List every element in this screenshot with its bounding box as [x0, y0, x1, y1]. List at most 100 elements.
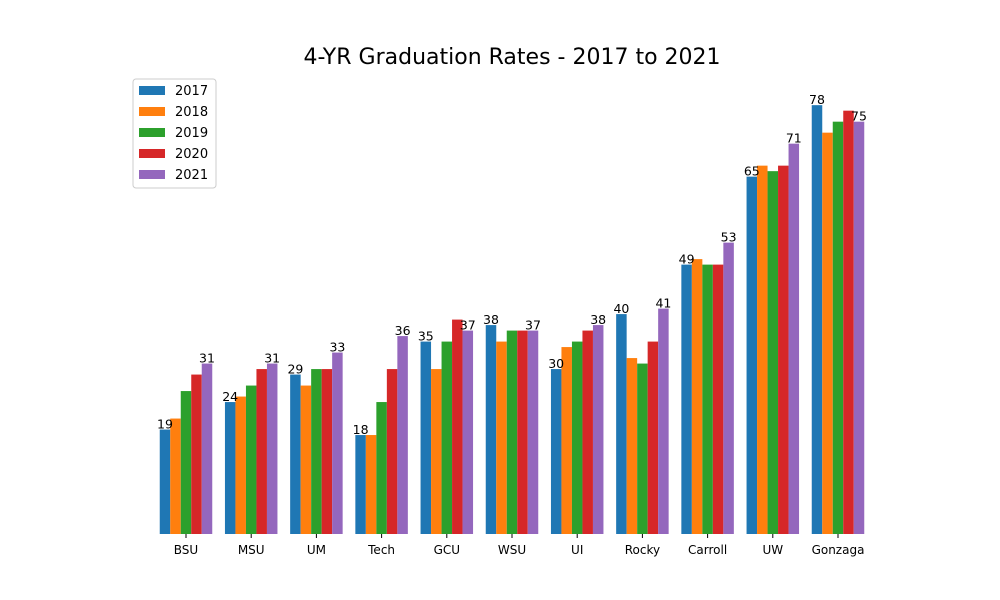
data-label-2021-carroll: 53	[721, 230, 737, 245]
bar-2017-bsu	[159, 429, 171, 534]
x-tick-label-bsu: BSU	[174, 543, 198, 557]
bar-2018-gonzaga	[822, 132, 833, 534]
bar-2021-tech	[397, 336, 408, 534]
bar-2017-wsu	[485, 325, 497, 534]
x-tick-label-wsu: WSU	[498, 543, 526, 557]
bar-2019-msu	[245, 385, 257, 534]
data-label-2017-gonzaga: 78	[809, 92, 825, 107]
data-label-2021-msu: 31	[264, 351, 280, 366]
bar-2020-gcu	[452, 319, 463, 534]
bar-2018-rocky	[626, 358, 638, 534]
bar-2017-uw	[746, 176, 758, 534]
bar-2019-tech	[376, 402, 387, 534]
legend-swatch-2018	[139, 107, 165, 116]
bar-2018-ui	[561, 347, 572, 534]
data-label-2021-um: 33	[329, 340, 345, 355]
legend-label-2018: 2018	[175, 105, 208, 120]
x-tick-label-rocky: Rocky	[625, 543, 660, 557]
legend-label-2020: 2020	[175, 147, 208, 162]
bar-2019-carroll	[702, 264, 713, 534]
data-label-2021-ui: 38	[590, 312, 606, 327]
bar-2018-gcu	[431, 369, 442, 534]
data-label-2017-gcu: 35	[418, 329, 434, 344]
bar-2017-ui	[550, 369, 562, 534]
bar-2018-bsu	[170, 418, 181, 534]
legend-box	[132, 78, 217, 189]
legend-swatch-2017	[139, 86, 165, 95]
legend-swatch-2020	[139, 149, 165, 158]
bar-2017-msu	[224, 402, 236, 534]
legend-swatch-2021	[139, 170, 165, 179]
data-label-2021-tech: 36	[395, 323, 411, 338]
bar-2018-wsu	[496, 341, 507, 534]
bar-2017-gcu	[420, 341, 432, 534]
bar-2020-um	[321, 369, 333, 534]
data-label-2017-rocky: 40	[613, 301, 629, 316]
chart-title: 4-YR Graduation Rates - 2017 to 2021	[303, 45, 720, 70]
data-label-2017-um: 29	[287, 362, 303, 377]
bar-2017-um	[290, 374, 301, 534]
data-label-2017-wsu: 38	[483, 312, 499, 327]
x-tick-label-msu: MSU	[238, 543, 265, 557]
bar-2020-bsu	[191, 374, 202, 534]
bar-2020-ui	[582, 330, 593, 534]
bar-2017-carroll	[681, 264, 692, 534]
bar-2017-gonzaga	[811, 105, 823, 535]
bar-2021-gcu	[462, 330, 474, 534]
data-label-2017-carroll: 49	[679, 252, 695, 267]
x-axis: BSU MSU UM Tech GCU WSU UI Rocky Carroll UW Gonzag…	[174, 534, 865, 557]
data-label-2021-gonzaga: 75	[851, 109, 867, 124]
bar-2021-wsu	[527, 330, 539, 534]
x-tick-label-tech: Tech	[367, 543, 395, 557]
bar-2020-carroll	[712, 264, 724, 534]
bar-2020-gonzaga	[843, 110, 854, 535]
x-tick-label-uw: UW	[762, 543, 783, 557]
bar-2020-msu	[256, 369, 267, 534]
bar-2021-gonzaga	[853, 121, 865, 535]
bar-2019-gcu	[441, 341, 453, 534]
bars-group	[159, 105, 865, 535]
bar-2018-msu	[235, 396, 246, 534]
bar-2021-um	[332, 352, 343, 534]
x-tick-label-carroll: Carroll	[688, 543, 727, 557]
bar-2019-um	[311, 369, 322, 534]
bar-2019-rocky	[637, 363, 648, 534]
legend-swatch-2019	[139, 128, 165, 137]
bar-2018-carroll	[691, 259, 703, 534]
data-label-2021-wsu: 37	[525, 318, 541, 333]
data-label-2017-ui: 30	[548, 356, 564, 371]
data-labels-group: 19 24 29 18 35 38 30 40 49 65 78 31 31 33 36 37 37 38 41 53…	[157, 92, 867, 437]
bar-2020-uw	[778, 165, 789, 534]
bar-2019-ui	[571, 341, 583, 534]
data-label-2021-rocky: 41	[655, 296, 671, 311]
x-tick-label-ui: UI	[571, 543, 583, 557]
data-label-2021-uw: 71	[786, 131, 802, 146]
legend-label-2021: 2021	[175, 168, 208, 183]
x-tick-label-um: UM	[307, 543, 326, 557]
bar-2019-wsu	[506, 330, 518, 534]
bar-2021-uw	[788, 143, 800, 534]
bar-2021-carroll	[723, 242, 734, 534]
bar-2021-bsu	[201, 363, 213, 534]
data-label-2021-bsu: 31	[199, 351, 215, 366]
data-label-2021-gcu: 37	[460, 318, 476, 333]
legend-label-2017: 2017	[175, 84, 208, 99]
data-label-2017-tech: 18	[353, 422, 369, 437]
data-label-2017-bsu: 19	[157, 417, 173, 432]
bar-2021-rocky	[658, 308, 669, 534]
bar-2021-msu	[266, 363, 278, 534]
bar-2017-tech	[355, 435, 366, 534]
bar-2020-rocky	[647, 341, 659, 534]
data-label-2017-uw: 65	[744, 164, 760, 179]
x-tick-label-gonzaga: Gonzaga	[812, 543, 865, 557]
bar-2017-rocky	[616, 314, 627, 534]
bar-2019-gonzaga	[832, 121, 844, 535]
bar-2019-bsu	[180, 391, 192, 534]
x-tick-label-gcu: GCU	[434, 543, 460, 557]
bar-2019-uw	[767, 171, 779, 534]
legend: 2017 2018 2019 2020 2021	[132, 78, 217, 189]
bar-2018-uw	[757, 165, 768, 534]
bar-2020-wsu	[517, 330, 528, 534]
